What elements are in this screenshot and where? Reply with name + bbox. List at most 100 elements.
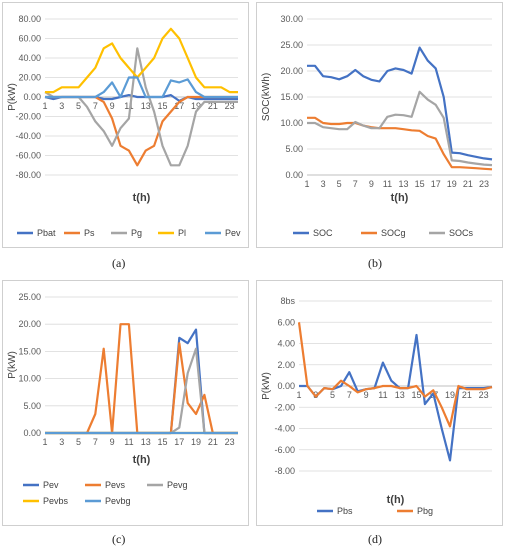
y-tick-label: 5.00 [23,401,41,411]
y-tick-label: -8.00 [274,466,295,476]
y-tick-label: -4.00 [274,424,295,434]
x-tick-label: 5 [330,390,335,400]
series-line-soc [307,46,493,161]
x-tick-label: 11 [124,437,133,447]
x-tick-label: 19 [191,437,201,447]
x-tick-label: 9 [364,390,369,400]
x-tick-label: 21 [208,437,218,447]
y-tick-label: 20.00 [18,73,41,83]
series-line-socg [307,116,493,171]
legend-label-socs: SOCs [449,228,474,238]
y-tick-label: 20.00 [18,319,41,329]
legend-label-pevs: Pevs [105,480,126,490]
x-axis-label: t(h) [133,192,151,204]
y-tick-label: 0.00 [23,428,41,438]
chart-panel-a: -80.00 -60.00 -40.00 -20.00 0.00 20.00 40.00 60… [2,2,249,248]
x-tick-label: 13 [141,101,151,111]
series-line-pev [45,76,238,99]
x-tick-label: 1 [304,179,309,189]
caption-d: (d) [368,532,382,546]
y-tick-label: 25.00 [280,40,303,50]
y-tick-label: 8bs [280,296,295,306]
x-tick-label: 19 [445,390,455,400]
chart-panel-d: -8.00 -6.00 -4.00 -2.00 0.00 2.00 4.00 6.00 8bs 1… [256,280,503,526]
x-tick-label: 19 [191,101,201,111]
caption-c: (c) [112,532,126,546]
x-tick-label: 15 [157,437,167,447]
caption-b: (b) [368,256,382,270]
legend-label-pl: Pl [178,228,186,238]
x-axis-label: t(h) [387,494,405,506]
x-tick-label: 1 [42,437,47,447]
x-tick-label: 5 [76,437,81,447]
x-tick-label: 11 [124,101,133,111]
x-tick-label: 15 [415,179,425,189]
x-tick-label: 3 [321,179,326,189]
legend-label-socg: SOCg [381,228,406,238]
y-axis-label: P(kW) [7,351,18,379]
x-tick-label: 13 [141,437,151,447]
x-axis-label: t(h) [133,454,151,466]
y-tick-label: -2.00 [274,402,295,412]
y-tick-label: 25.00 [18,292,41,302]
x-tick-label: 3 [59,437,64,447]
y-tick-label: 15.00 [18,346,41,356]
x-tick-label: 7 [93,437,98,447]
x-tick-label: 11 [383,179,392,189]
y-tick-label: 0.00 [277,381,295,391]
series-line-socs [307,90,493,167]
x-tick-label: 9 [110,101,115,111]
legend-label-pbat: Pbat [37,228,56,238]
y-tick-label: -80.00 [15,170,41,180]
y-tick-label: 30.00 [280,14,303,24]
chart-panel-b: 0.00 5.00 10.00 15.00 20.00 25.00 30.00 1 3 5 7 9 11… [256,2,503,248]
x-tick-label: 13 [399,179,409,189]
x-tick-label: 5 [76,101,81,111]
x-tick-label: 9 [369,179,374,189]
x-tick-label: 1 [42,101,47,111]
caption-a: (a) [112,256,126,270]
y-tick-label: 10.00 [280,118,303,128]
y-axis-label: P(kW) [7,83,18,111]
legend-label-pevbs: Pevbs [43,496,69,506]
y-tick-label: 40.00 [18,53,41,63]
legend-label-pbs: Pbs [337,506,353,516]
y-tick-label: -20.00 [15,112,41,122]
y-tick-label: 6.00 [277,317,295,327]
x-tick-label: 5 [337,179,342,189]
y-tick-label: -40.00 [15,131,41,141]
x-tick-label: 7 [93,101,98,111]
y-tick-label: -6.00 [274,445,295,455]
chart-panel-c: 0.00 5.00 10.00 15.00 20.00 25.00 1 3 5 7 9 11 13 15 1… [2,280,249,526]
legend-label-pevg: Pevg [167,480,188,490]
y-axis-label: SOC(kWh) [261,73,272,121]
legend-label-pbg: Pbg [417,506,433,516]
x-tick-label: 19 [447,179,457,189]
legend-label-pev: Pev [225,228,241,238]
x-tick-label: 11 [378,390,387,400]
x-tick-label: 21 [462,390,472,400]
y-tick-label: 20.00 [280,66,303,76]
y-tick-label: 4.00 [277,339,295,349]
x-tick-label: 21 [208,101,218,111]
x-tick-label: 17 [174,101,184,111]
y-tick-label: 2.00 [277,360,295,370]
legend-label-pg: Pg [131,228,142,238]
x-tick-label: 17 [174,437,184,447]
legend-label-soc: SOC [313,228,333,238]
y-tick-label: 15.00 [280,92,303,102]
x-tick-label: 7 [353,179,358,189]
chart-d-svg: -8.00 -6.00 -4.00 -2.00 0.00 2.00 4.00 6.00 8bs 1… [261,296,493,516]
x-axis-label: t(h) [391,192,409,204]
x-tick-label: 1 [296,390,301,400]
x-tick-label: 23 [225,437,235,447]
y-tick-label: 10.00 [18,374,41,384]
x-tick-label: 17 [431,179,441,189]
x-tick-label: 7 [347,390,352,400]
x-tick-label: 23 [225,101,235,111]
y-tick-label: 80.00 [18,14,41,24]
y-tick-label: 0.00 [23,92,41,102]
y-tick-label: -60.00 [15,151,41,161]
